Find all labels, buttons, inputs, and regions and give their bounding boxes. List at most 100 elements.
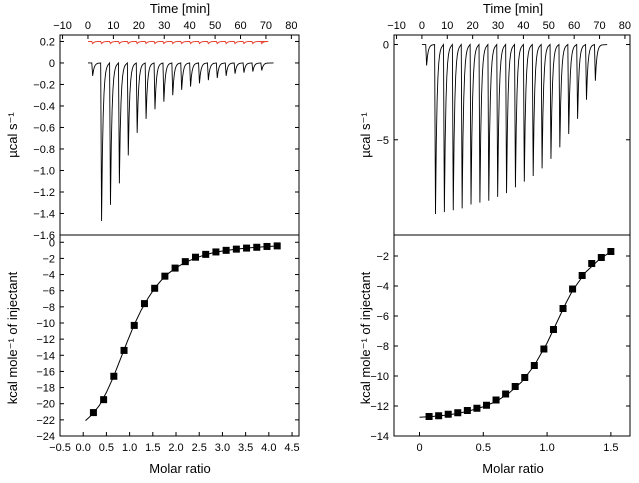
ytick-label: −8 — [376, 341, 389, 353]
right-thermogram-panel: Time [min] µcal s⁻¹ −10 0 10 20 30 40 50 60 70 80… — [358, 1, 631, 236]
ytick-label: −8 — [42, 302, 55, 314]
xtick-label: 30 — [158, 20, 170, 32]
ytick-label: −0.8 — [33, 144, 55, 156]
xtick-label: 70 — [593, 20, 605, 32]
data-point — [192, 253, 200, 261]
xtick-label: 3.0 — [215, 442, 230, 454]
xtick-label: −0.5 — [49, 442, 71, 454]
xtick-label: 10 — [107, 20, 119, 32]
ytick-label: 0.2 — [40, 36, 55, 48]
data-point — [161, 272, 169, 280]
ytick-label: −14 — [36, 350, 55, 362]
left-thermogram-plot: −10 0 10 20 30 40 50 60 70 80 0.2 0 −0.2 −0.4 −0.6 −0.8… — [33, 20, 299, 242]
data-point — [607, 248, 615, 255]
ytick-label: −1.6 — [33, 230, 55, 242]
left-time-axis-title: Time [min] — [150, 1, 210, 16]
xtick-label: 20 — [467, 20, 479, 32]
ytick-label: −1.2 — [33, 187, 55, 199]
ytick-label: −6 — [42, 286, 55, 298]
data-point — [120, 346, 128, 354]
xtick-label: 3.5 — [238, 442, 253, 454]
xtick-label: 1.0 — [122, 442, 137, 454]
data-point — [530, 362, 538, 369]
xtick-label: 0.5 — [99, 442, 114, 454]
xtick-label: 2.5 — [192, 442, 207, 454]
ytick-label: −1.4 — [33, 208, 55, 220]
ytick-label: −20 — [36, 399, 55, 411]
ytick-label: −2 — [42, 253, 55, 265]
data-point — [540, 345, 548, 353]
data-point — [492, 396, 500, 404]
left-isotherm-plot: −0.5 0.0 0.5 1.0 1.5 2.0 2.5 3.0 3.5 4.0 4.5 0 −2 −4 −… — [36, 237, 299, 454]
left-isotherm-ylabel: kcal mole⁻¹ of injectant — [5, 271, 20, 404]
xtick-label: 1.5 — [145, 442, 160, 454]
right-isotherm-ylabel: kcal mole⁻¹ of injectant — [358, 271, 373, 404]
xtick-label: 4.0 — [261, 442, 276, 454]
data-point — [89, 409, 97, 417]
right-thermogram-plot: −10 0 10 20 30 40 50 60 70 80 0 −5 — [376, 20, 631, 215]
xtick-label: 0.0 — [76, 442, 91, 454]
right-isotherm-frame — [393, 234, 631, 437]
xtick-label: 1.5 — [603, 442, 618, 454]
fit-curve — [85, 245, 279, 422]
xtick-label: 2.0 — [168, 442, 183, 454]
xtick-label: 4.5 — [284, 442, 299, 454]
data-point — [140, 300, 148, 308]
data-point — [263, 242, 271, 250]
xtick-label: 0.5 — [476, 442, 491, 454]
left-thermogram-panel: Time [min] µcal s⁻¹ −10 0 10 20 30 40 50 60 70 80… — [5, 1, 300, 242]
thermogram-trace — [421, 43, 608, 215]
xtick-label: 0 — [419, 20, 425, 32]
data-point — [130, 321, 138, 329]
data-point — [473, 404, 481, 412]
data-point — [588, 260, 596, 267]
ytick-label: 0 — [49, 58, 55, 70]
xtick-label: 80 — [285, 20, 297, 32]
xtick-label: −10 — [387, 20, 406, 32]
data-point — [253, 243, 261, 251]
data-point — [569, 285, 577, 293]
ytick-label: −10 — [370, 371, 389, 383]
xtick-label: 50 — [209, 20, 221, 32]
ytick-label: −14 — [370, 431, 389, 443]
ytick-label: −18 — [36, 383, 55, 395]
left-isotherm-frame — [59, 234, 300, 437]
data-point — [232, 245, 240, 253]
ytick-label: −5 — [376, 135, 389, 147]
ytick-label: −16 — [36, 366, 55, 378]
data-point — [151, 284, 159, 292]
xtick-label: 60 — [568, 20, 580, 32]
ytick-label: −12 — [36, 334, 55, 346]
xtick-label: 40 — [517, 20, 529, 32]
ytick-label: −4 — [376, 281, 389, 293]
xtick-label: 20 — [133, 20, 145, 32]
data-point — [597, 254, 605, 261]
ytick-label: 0 — [383, 40, 389, 52]
ytick-label: −6 — [376, 311, 389, 323]
data-point — [202, 250, 210, 258]
data-point — [425, 413, 433, 420]
xtick-label: 0 — [416, 442, 422, 454]
ytick-label: −10 — [36, 318, 55, 330]
right-time-axis-title: Time [min] — [483, 1, 543, 16]
thermogram-trace — [87, 61, 274, 222]
data-point — [100, 396, 108, 404]
ytick-label: 0 — [49, 237, 55, 249]
data-point — [482, 401, 490, 409]
left-isotherm-xlabel: Molar ratio — [149, 461, 210, 476]
data-point — [181, 258, 189, 266]
ytick-label: −1.0 — [33, 165, 55, 177]
data-point — [502, 390, 510, 398]
xtick-label: 30 — [492, 20, 504, 32]
xtick-label: 50 — [543, 20, 555, 32]
ytick-label: −0.4 — [33, 101, 55, 113]
right-isotherm-panel: Molar ratio kcal mole⁻¹ of injectant 0 0.… — [358, 234, 631, 476]
xtick-label: 0 — [85, 20, 91, 32]
xtick-label: 10 — [441, 20, 453, 32]
xtick-label: 40 — [184, 20, 196, 32]
left-thermogram-ylabel: µcal s⁻¹ — [5, 112, 20, 158]
data-point — [578, 272, 586, 279]
ytick-label: −24 — [36, 431, 55, 443]
